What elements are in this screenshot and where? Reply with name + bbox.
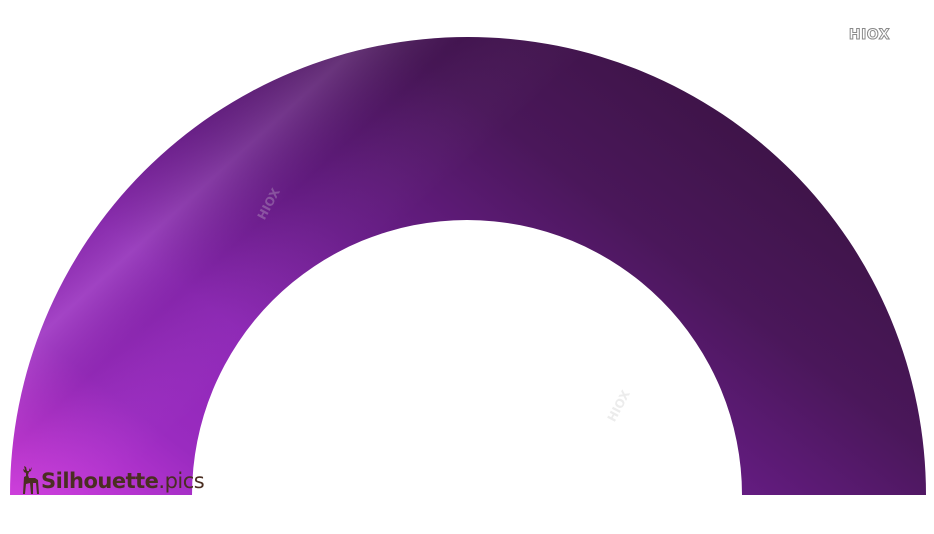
brand-ext: .pics [158, 469, 205, 493]
brand-wordmark: Silhouette.pics [41, 469, 205, 496]
hiox-corner-watermark: HIOX [848, 27, 890, 43]
deer-icon [23, 466, 39, 494]
silhouette-pics-logo: Silhouette.pics [20, 460, 205, 496]
brand-name: Silhouette [41, 469, 159, 493]
arc-sheen [10, 37, 926, 495]
